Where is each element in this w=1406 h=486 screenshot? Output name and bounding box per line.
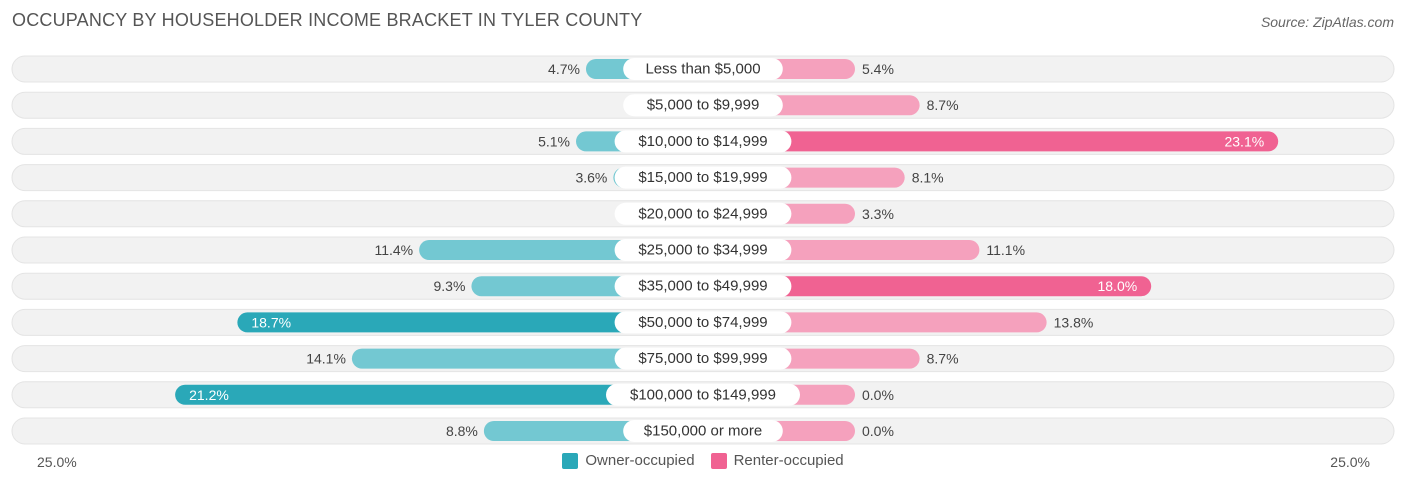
value-label-renter: 8.7% xyxy=(927,351,959,367)
category-pill xyxy=(614,311,792,334)
category-pill xyxy=(614,275,792,298)
category-pill xyxy=(623,58,783,80)
category-pill xyxy=(614,166,792,189)
axis-right-label: 25.0% xyxy=(1330,454,1370,470)
value-label-renter: 5.4% xyxy=(862,61,894,77)
bar-owner xyxy=(237,312,703,333)
category-pill xyxy=(623,420,783,442)
category-pill xyxy=(614,239,792,261)
category-label: $15,000 to $19,999 xyxy=(638,169,767,186)
bar-renter xyxy=(703,276,1152,297)
value-label-owner: 11.4% xyxy=(374,242,413,258)
category-pill xyxy=(614,347,792,370)
axis-left-label: 25.0% xyxy=(37,454,77,470)
value-label-owner: 8.8% xyxy=(446,423,478,439)
value-label-owner: 3.6% xyxy=(575,170,607,186)
category-label: $20,000 to $24,999 xyxy=(638,205,767,222)
value-label-renter: 11.1% xyxy=(986,242,1025,258)
bar-owner xyxy=(175,384,703,405)
category-label: $75,000 to $99,999 xyxy=(638,350,767,367)
value-label-renter: 13.8% xyxy=(1054,314,1094,330)
value-label-renter: 8.1% xyxy=(912,170,944,186)
value-label-renter: 3.3% xyxy=(862,206,894,222)
value-label-owner: 5.1% xyxy=(538,133,570,149)
legend-label-owner: Owner-occupied xyxy=(585,452,695,469)
legend-swatch-renter xyxy=(710,452,727,469)
category-label: $50,000 to $74,999 xyxy=(638,314,767,331)
value-label-owner: 9.3% xyxy=(434,278,466,294)
value-label-renter: 0.0% xyxy=(862,387,894,403)
value-label-renter: 23.1% xyxy=(1224,133,1264,149)
category-pill xyxy=(606,383,800,406)
category-label: $150,000 or more xyxy=(644,423,762,440)
category-label: $35,000 to $49,999 xyxy=(638,278,767,295)
category-pill xyxy=(614,130,792,153)
value-label-owner: 18.7% xyxy=(251,314,291,330)
value-label-owner: 4.7% xyxy=(548,61,580,77)
category-label: $10,000 to $14,999 xyxy=(638,133,767,150)
legend-item-owner: Owner-occupied xyxy=(562,452,695,469)
value-label-renter: 0.0% xyxy=(862,423,894,439)
category-pill xyxy=(614,202,792,225)
chart-source: Source: ZipAtlas.com xyxy=(1260,14,1394,30)
legend-item-renter: Renter-occupied xyxy=(710,452,844,469)
value-label-owner: 14.1% xyxy=(306,351,346,367)
category-label: $100,000 to $149,999 xyxy=(630,386,776,403)
chart-title: OCCUPANCY BY HOUSEHOLDER INCOME BRACKET … xyxy=(12,10,643,30)
value-label-owner: 21.2% xyxy=(189,387,229,403)
value-label-renter: 18.0% xyxy=(1097,278,1137,294)
category-label: $25,000 to $34,999 xyxy=(638,242,767,259)
category-label: Less than $5,000 xyxy=(645,61,760,78)
legend-swatch-owner xyxy=(562,452,579,469)
value-label-renter: 8.7% xyxy=(927,97,959,113)
legend: Owner-occupied Renter-occupied xyxy=(0,452,1406,469)
category-label: $5,000 to $9,999 xyxy=(647,97,760,114)
bar-renter xyxy=(703,131,1279,152)
legend-label-renter: Renter-occupied xyxy=(733,452,844,469)
category-pill xyxy=(623,94,783,117)
bar-owner xyxy=(351,348,703,369)
